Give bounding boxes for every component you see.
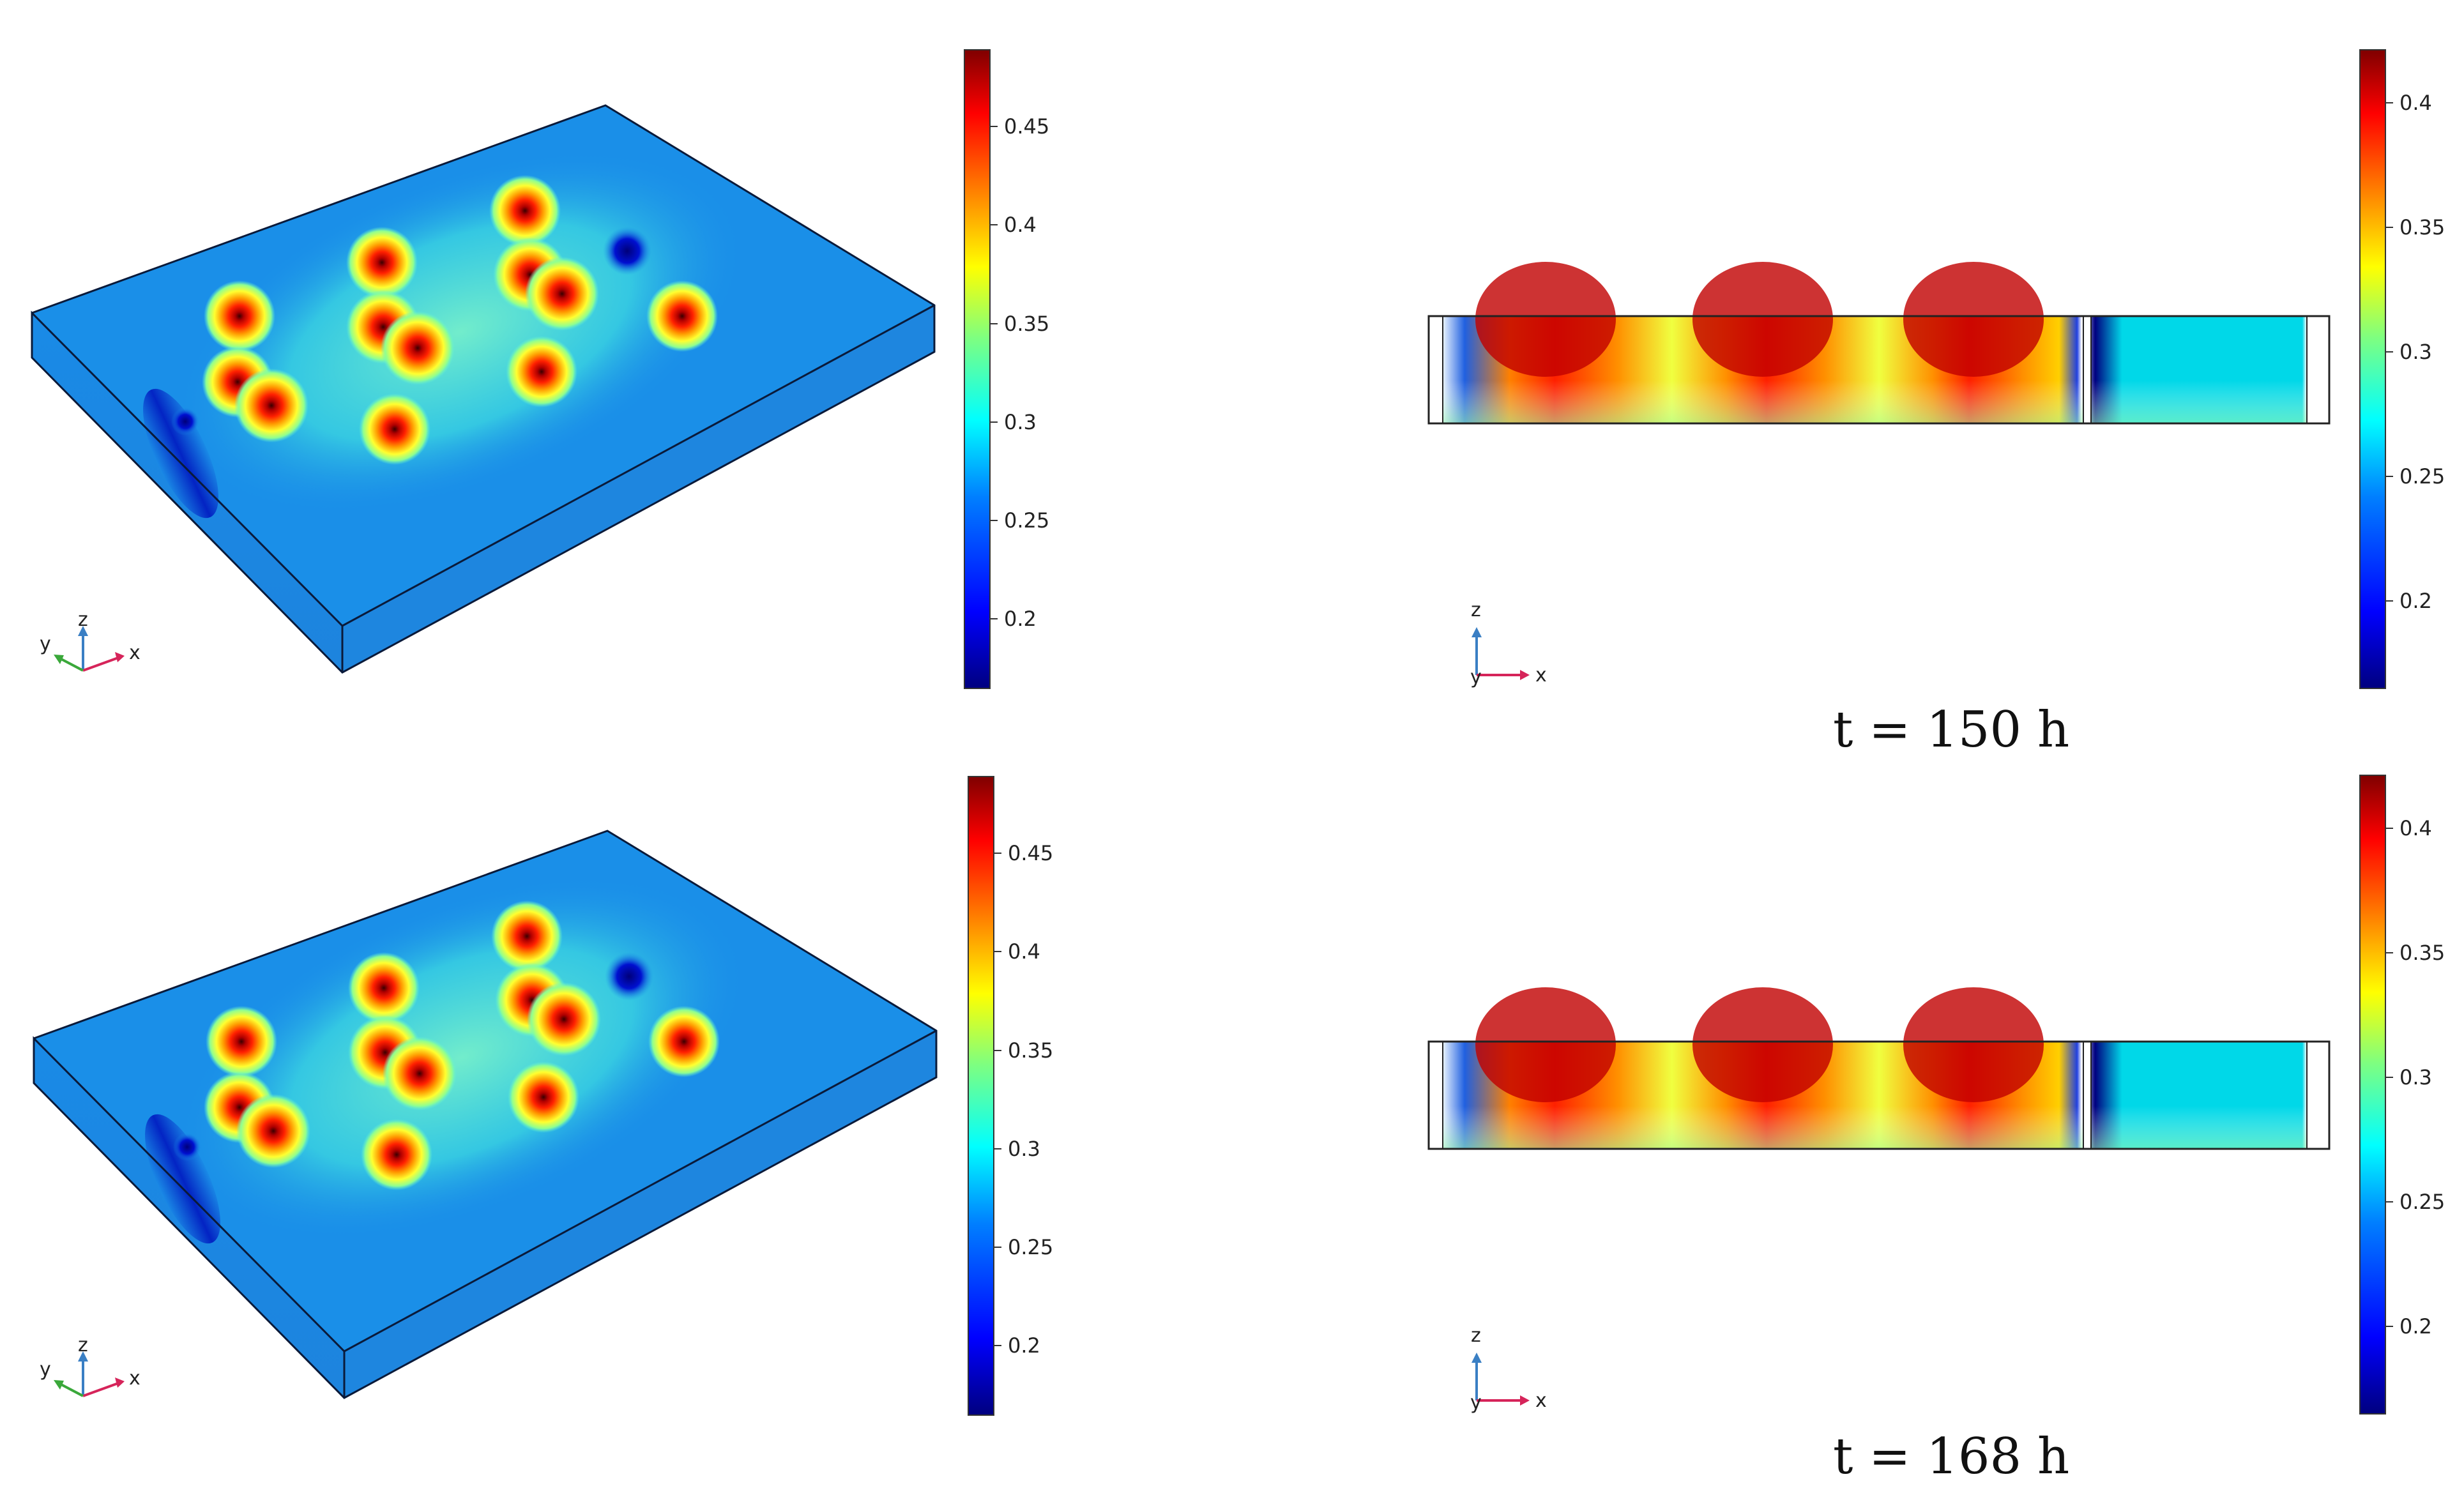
colorbar-tick: 0.25: [1008, 1235, 1053, 1259]
top-panel: z x y 0.45 0.4 0.35 0.3 0.25 0.2: [31, 49, 2445, 759]
hotspot: [525, 257, 599, 331]
colorbar-tick: 0.35: [2399, 941, 2445, 965]
crack-zone: [145, 1114, 220, 1244]
triad-z-label: z: [78, 609, 88, 631]
hotspot: [236, 1094, 310, 1168]
triad-z-label: z: [1471, 1324, 1481, 1347]
colorbar-tick: 0.3: [2399, 340, 2432, 364]
bottom-panel: z x y 0.45 0.4 0.35 0.3 0.25 0.2: [0, 725, 2464, 1502]
hotspots: [171, 175, 718, 465]
colorbar-tick: 0.3: [2399, 1065, 2432, 1089]
colorbar-tick: 0.4: [1004, 213, 1037, 237]
2d-section-plot: [1427, 987, 2336, 1160]
hotspot: [381, 311, 455, 385]
coldspot: [603, 227, 651, 275]
triad-z-label: z: [1471, 599, 1481, 621]
triad-z-label: z: [78, 1334, 88, 1356]
2d-section-plot: [1427, 262, 2336, 434]
hotspot: [506, 336, 577, 407]
colorbar-tick: 0.35: [1004, 312, 1049, 336]
bottom-figure: z x y 0.45 0.4 0.35 0.3 0.25 0.2: [33, 775, 2445, 1416]
hotspot: [346, 227, 418, 298]
hotspot: [489, 175, 561, 247]
colorbar-tick: 0.45: [1008, 841, 1053, 865]
hotspots: [173, 900, 720, 1190]
colorbar-tick: 0.4: [1008, 939, 1040, 964]
triad-x-label: x: [1535, 664, 1547, 687]
coldspot: [605, 952, 653, 1001]
triad-x-label: x: [129, 642, 141, 664]
left-colorbar: 0.45 0.4 0.35 0.3 0.25 0.2: [968, 776, 1053, 1416]
colorbar-tick: 0.4: [2399, 816, 2432, 840]
top-figure: z x y 0.45 0.4 0.35 0.3 0.25 0.2: [31, 49, 2445, 689]
colorbar-tick: 0.25: [2399, 464, 2445, 489]
plume-region: [178, 876, 746, 1239]
hotspot: [648, 1006, 720, 1077]
hotspot: [206, 1006, 277, 1077]
axis-triad-2d: z x y: [1470, 1324, 1547, 1414]
hotspot: [204, 280, 275, 352]
colorbar-tick: 0.2: [1008, 1333, 1040, 1358]
colorbar-tick: 0.3: [1008, 1137, 1040, 1161]
right-colorbar: 0.4 0.35 0.3 0.25 0.2: [2359, 775, 2445, 1415]
hotspot: [383, 1036, 457, 1111]
colorbar-tick: 0.2: [2399, 1314, 2432, 1339]
colorbar-tick: 0.2: [1004, 607, 1037, 631]
time-caption: t = 150 h: [1833, 701, 2070, 759]
hotspot: [361, 1119, 432, 1190]
hotspot: [508, 1061, 579, 1133]
box-right-face: [344, 1031, 936, 1398]
triad-x-label: x: [1535, 1390, 1547, 1412]
left-colorbar: 0.45 0.4 0.35 0.3 0.25 0.2: [964, 49, 1049, 689]
triad-x-label: x: [129, 1367, 141, 1390]
3d-domain-plot: [31, 104, 936, 674]
triad-y-label: y: [40, 633, 51, 655]
triad-y-label: y: [40, 1358, 51, 1381]
colorbar-tick: 0.25: [2399, 1190, 2445, 1214]
box-right-face: [342, 305, 934, 672]
hotspot: [646, 280, 718, 352]
crack-zone: [143, 388, 218, 519]
hotspot: [348, 952, 420, 1024]
axis-triad-3d: z x y: [40, 609, 141, 672]
triad-y-label: y: [1470, 1392, 1482, 1414]
colorbar-tick: 0.45: [1004, 114, 1049, 139]
triad-y-label: y: [1470, 666, 1482, 688]
colorbar-tick: 0.35: [2399, 215, 2445, 239]
hotspot: [527, 982, 601, 1056]
3d-domain-plot: [33, 830, 938, 1399]
coldspot: [171, 407, 199, 436]
coldspot: [173, 1133, 201, 1161]
axis-triad-3d: z x y: [40, 1334, 141, 1397]
colorbar-tick: 0.2: [2399, 589, 2432, 613]
colorbar-tick: 0.35: [1008, 1038, 1053, 1063]
hotspot: [491, 900, 563, 972]
hotspot: [359, 393, 430, 465]
colorbar-tick: 0.25: [1004, 508, 1049, 533]
colorbar-tick: 0.4: [2399, 91, 2432, 115]
right-colorbar: 0.4 0.35 0.3 0.25 0.2: [2359, 49, 2445, 689]
plume-region: [176, 151, 744, 513]
hotspot: [234, 368, 308, 443]
colorbar-tick: 0.3: [1004, 410, 1037, 434]
axis-triad-2d: z x y: [1470, 599, 1547, 688]
time-caption: t = 168 h: [1833, 1428, 2070, 1485]
